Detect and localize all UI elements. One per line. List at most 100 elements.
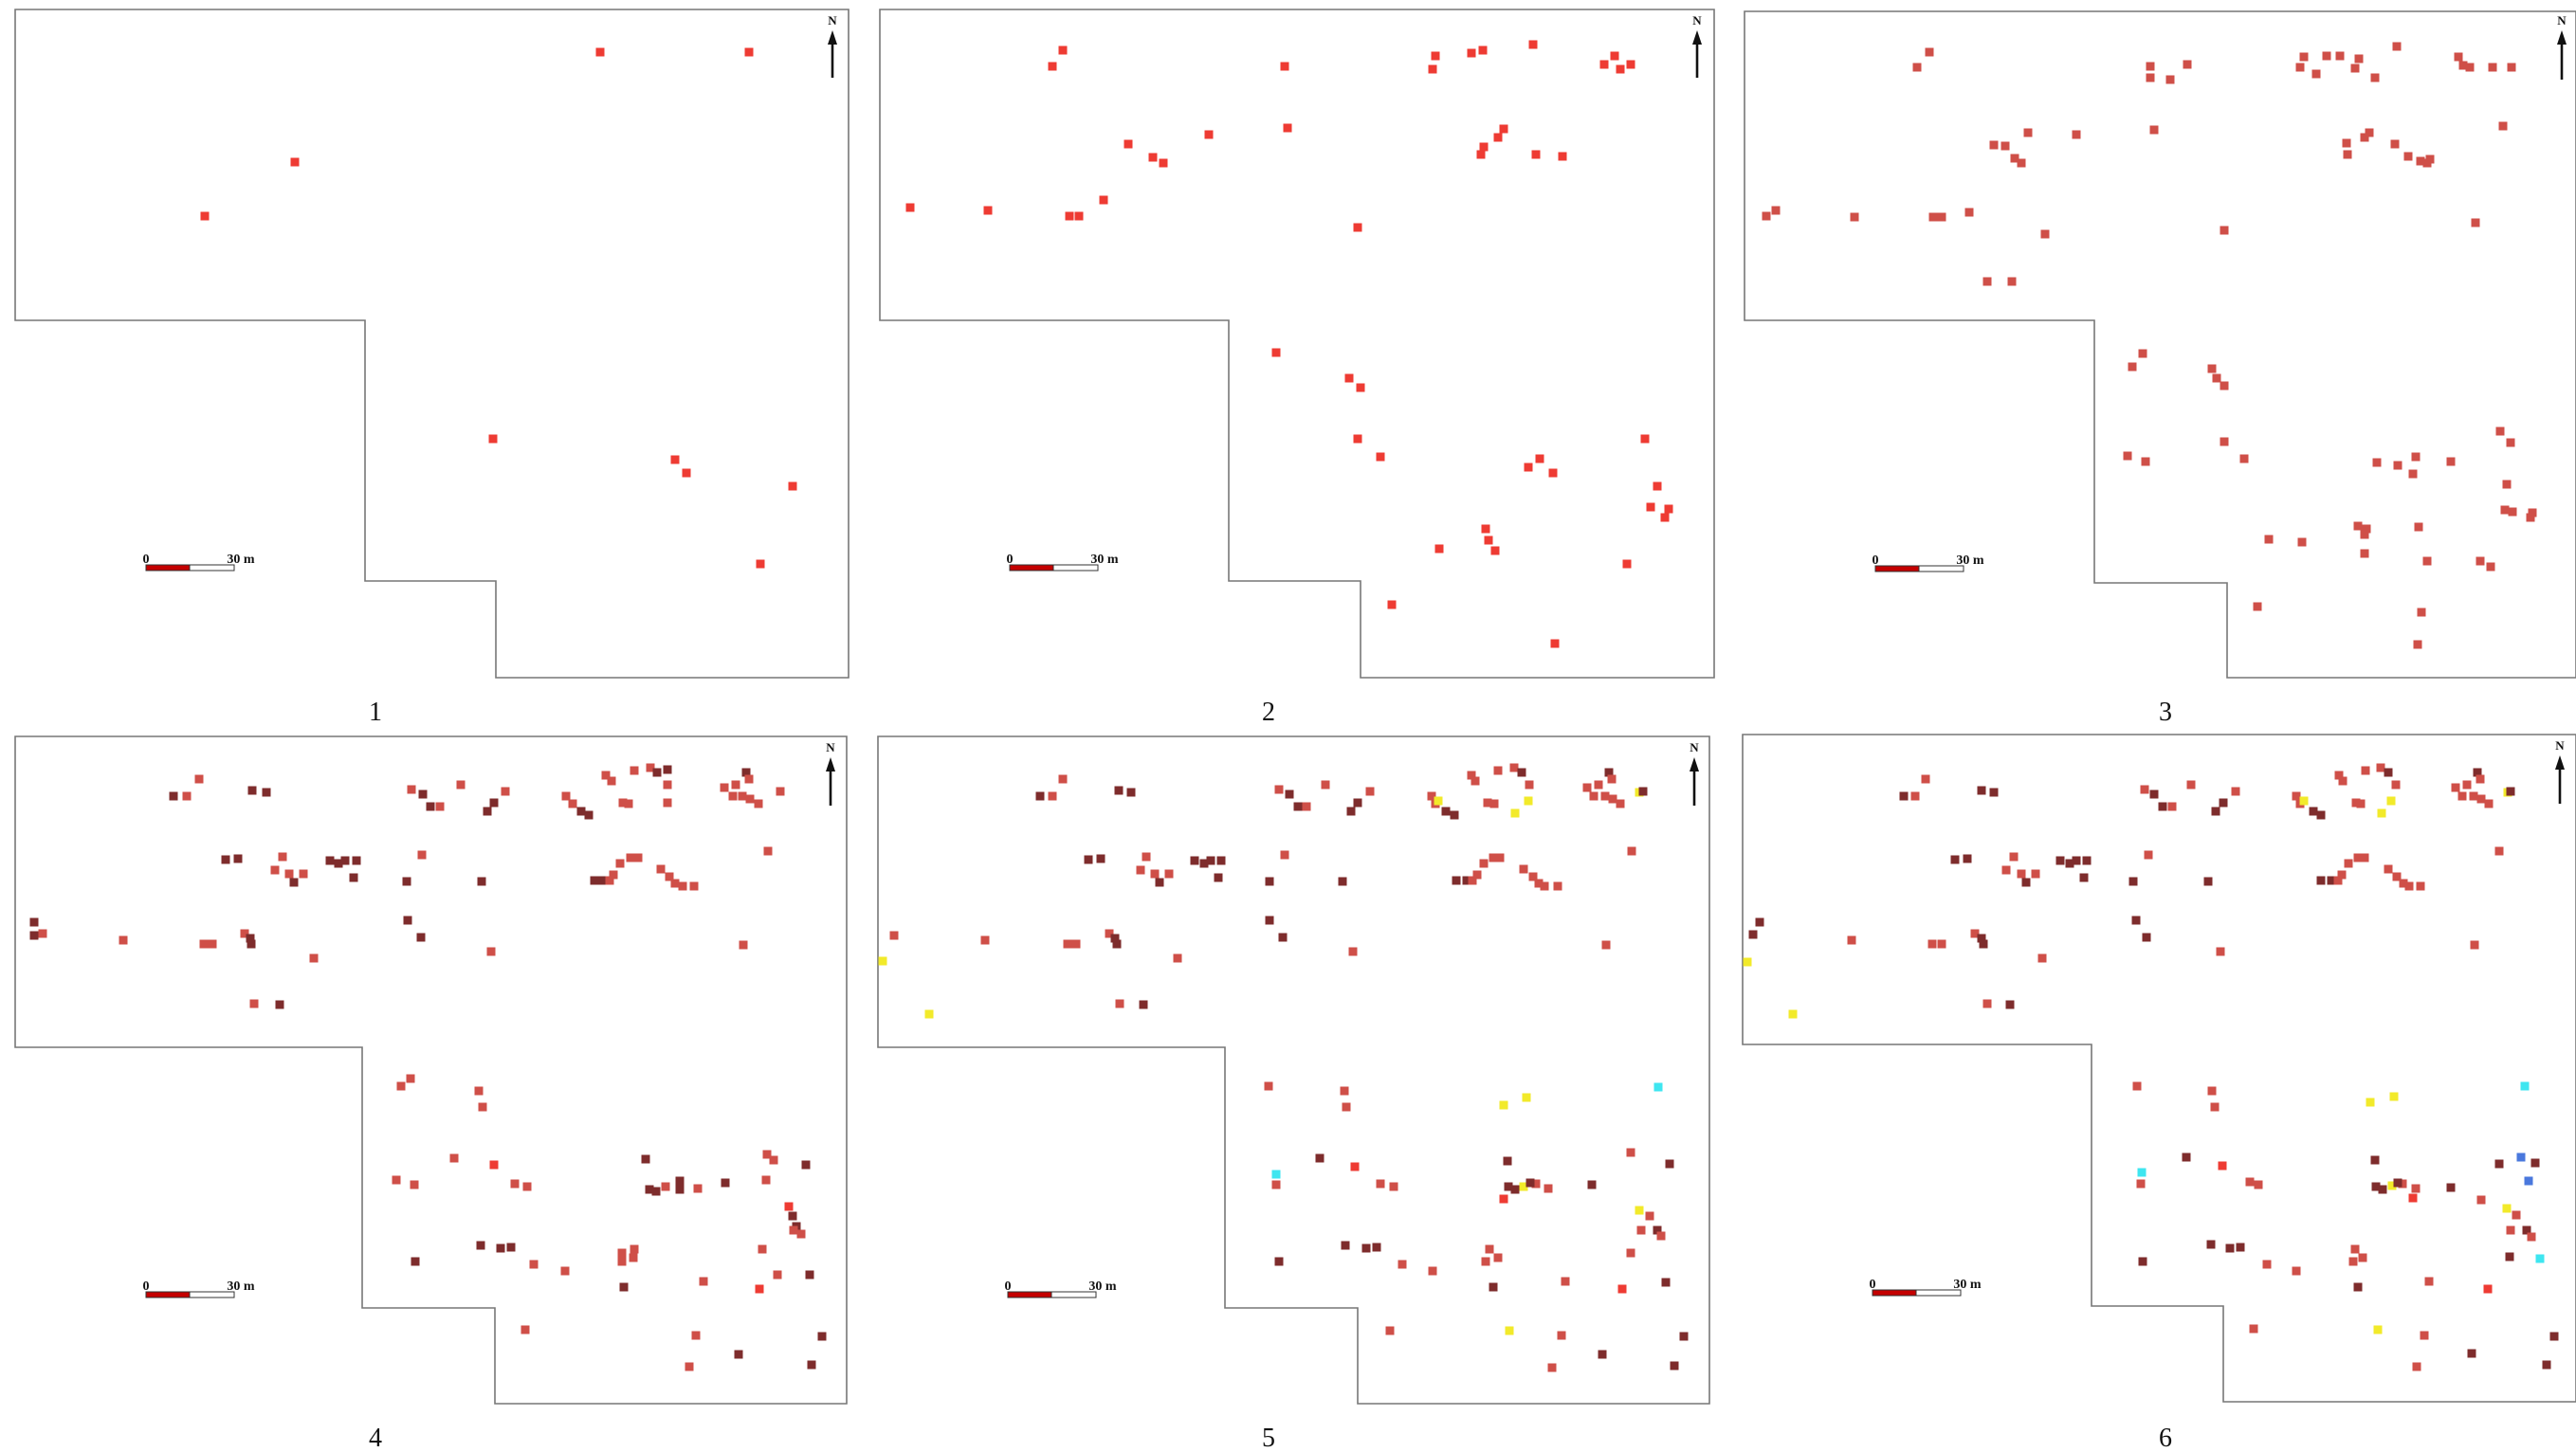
feature-marker-mid (2471, 218, 2480, 227)
feature-marker-mid (739, 940, 748, 950)
feature-marker-mid (629, 1253, 638, 1262)
feature-marker-mid (1921, 774, 1930, 784)
feature-marker-mid (2528, 508, 2537, 517)
feature-marker-early (1493, 133, 1503, 142)
feature-marker-late (2353, 1282, 2363, 1292)
feature-marker-mid (2422, 158, 2432, 168)
feature-marker-mid (1627, 846, 1636, 856)
feature-marker-late (262, 788, 271, 797)
feature-marker-mid (685, 1362, 694, 1371)
feature-marker-late (426, 802, 435, 811)
feature-marker-late (477, 877, 486, 886)
feature-marker-late (352, 856, 361, 865)
feature-marker-mid (630, 1244, 639, 1254)
feature-marker-yellow (1524, 796, 1533, 806)
feature-marker-mid (1468, 876, 1477, 885)
feature-marker-mid (2392, 42, 2402, 51)
feature-marker-mid (2414, 522, 2423, 532)
feature-marker-blue (2516, 1153, 2526, 1162)
feature-marker-late (2206, 1240, 2216, 1249)
feature-marker-mid (1321, 780, 1330, 790)
scale-end-label: 30 m (1090, 553, 1119, 567)
panel-1: N 0 30 m 1 (14, 9, 850, 727)
feature-marker-late (1278, 933, 1288, 942)
feature-marker-mid (1910, 791, 1920, 801)
feature-marker-mid (2356, 799, 2366, 808)
scale-bar-empty (1918, 565, 1964, 572)
feature-marker-mid (744, 774, 754, 784)
scale-bar-filled (145, 564, 191, 572)
feature-marker-late (2055, 856, 2065, 865)
feature-marker-mid (2348, 1257, 2358, 1266)
site-outline (14, 735, 848, 1405)
feature-marker-late (2138, 1257, 2147, 1266)
feature-marker-early (1610, 51, 1619, 61)
feature-marker-yellow (878, 956, 887, 966)
feature-marker-yellow (1510, 808, 1520, 818)
feature-marker-mid (728, 791, 738, 801)
scale-bar: 0 30 m (1007, 553, 1119, 572)
feature-marker-mid (2506, 1225, 2515, 1235)
feature-marker-late (598, 876, 608, 885)
feature-marker-late (788, 1211, 797, 1221)
feature-marker-mid (731, 780, 740, 790)
feature-marker-late (1489, 1282, 1498, 1292)
feature-marker-mid (1481, 1257, 1490, 1266)
feature-marker-mid (2344, 859, 2353, 868)
feature-marker-early (595, 47, 605, 57)
feature-marker-early (1431, 51, 1440, 61)
feature-marker-yellow (2502, 1204, 2512, 1213)
feature-marker-mid (2458, 61, 2468, 70)
feature-marker-early (290, 157, 300, 167)
feature-marker-mid (2454, 52, 2463, 62)
feature-marker-mid (2350, 64, 2360, 73)
site-outline (14, 9, 850, 679)
feature-marker-mid (208, 939, 217, 949)
feature-marker-late (275, 1000, 284, 1009)
feature-marker-mid (1850, 212, 1859, 222)
feature-marker-mid (2253, 602, 2262, 611)
feature-marker-mid (617, 1257, 627, 1266)
feature-marker-mid (738, 791, 747, 801)
feature-marker-late (29, 917, 39, 927)
feature-marker-mid (1557, 1331, 1566, 1340)
feature-points (878, 763, 1689, 1372)
feature-marker-late (1155, 878, 1164, 887)
feature-marker-early (788, 481, 797, 491)
feature-marker-mid (521, 1325, 530, 1334)
north-arrow-head-icon (826, 757, 835, 771)
feature-marker-mid (2140, 785, 2149, 794)
feature-marker-mid (1467, 771, 1476, 780)
feature-marker-late (2473, 768, 2482, 777)
feature-marker-mid (1264, 1081, 1273, 1091)
feature-marker-late (817, 1332, 827, 1341)
feature-marker-mid (2403, 152, 2413, 161)
feature-marker-mid (510, 1179, 520, 1189)
feature-marker-mid (309, 953, 319, 963)
feature-marker-mid (2183, 60, 2192, 69)
feature-marker-early (1524, 463, 1533, 472)
feature-marker-mid (284, 869, 294, 879)
feature-marker-cyan (2137, 1168, 2147, 1177)
feature-marker-late (2182, 1153, 2191, 1162)
feature-marker-mid (2017, 869, 2026, 879)
feature-marker-late (1510, 1185, 1520, 1194)
feature-marker-yellow (1434, 796, 1443, 806)
feature-marker-mid (1385, 1326, 1395, 1335)
feature-marker-mid (2001, 141, 2010, 151)
scale-end-label: 30 m (1088, 1280, 1117, 1294)
feature-marker-mid (2037, 953, 2047, 963)
feature-marker-mid (396, 1081, 406, 1091)
site-outline (1742, 734, 2576, 1403)
feature-marker-mid (478, 1102, 487, 1112)
feature-points (29, 763, 827, 1371)
feature-marker-late (2021, 878, 2031, 887)
feature-marker-late (645, 1185, 654, 1194)
feature-marker-early (755, 1284, 764, 1294)
feature-marker-late (1462, 876, 1471, 885)
feature-marker-late (2316, 810, 2326, 820)
feature-marker-early (1599, 60, 1609, 69)
feature-marker-late (1139, 1000, 1148, 1009)
north-arrow: N (826, 740, 835, 806)
feature-marker-late (2522, 1225, 2531, 1235)
